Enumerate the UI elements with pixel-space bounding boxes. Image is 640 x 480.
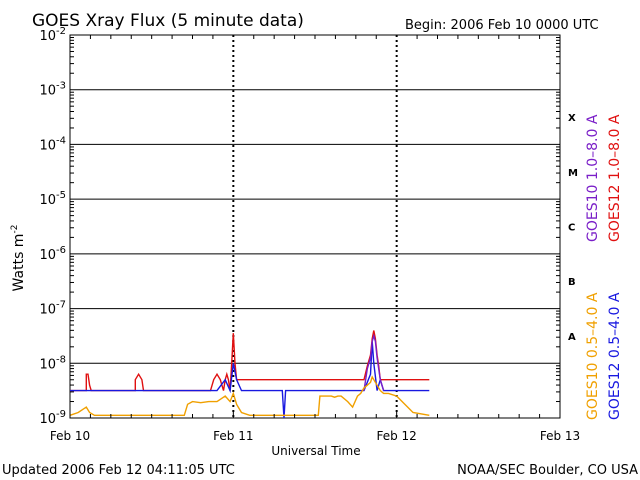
y-tick-label: 10-9 xyxy=(39,409,66,427)
svg-text:Watts m-2: Watts m-2 xyxy=(10,225,27,292)
class-label: C xyxy=(568,223,575,234)
y-tick-base: 10 xyxy=(39,248,56,263)
y-tick-exponent: -2 xyxy=(56,26,66,37)
y-tick-label: 10-8 xyxy=(39,354,66,372)
class-label: B xyxy=(568,277,576,288)
series-line-goes10-0540 xyxy=(69,375,430,416)
x-axis-ticks: Feb 10 Feb 11 Feb 12 Feb 13 xyxy=(50,35,580,443)
class-label: M xyxy=(568,168,578,179)
series-layer xyxy=(69,330,430,419)
x-axis-label: Universal Time xyxy=(271,444,360,458)
y-tick-label: 10-7 xyxy=(39,300,66,318)
y-tick-exponent: -8 xyxy=(56,354,66,365)
legend-entry: GOES12 0.5–4.0 A xyxy=(607,292,623,420)
y-axis-label-text: Watts m xyxy=(11,234,27,292)
updated-timestamp: Updated 2006 Feb 12 04:11:05 UTC xyxy=(2,463,235,478)
class-label: A xyxy=(568,332,576,343)
series-line-goes12-0540 xyxy=(70,341,430,419)
y-tick-exponent: -6 xyxy=(56,245,66,256)
credit-label: NOAA/SEC Boulder, CO USA xyxy=(457,463,638,478)
y-tick-exponent: -5 xyxy=(56,190,66,201)
y-tick-exponent: -7 xyxy=(56,300,66,311)
legend-entry: GOES10 1.0–8.0 A xyxy=(585,114,601,242)
y-axis-label: Watts m-2 xyxy=(10,225,27,292)
begin-label: Begin: 2006 Feb 10 0000 UTC xyxy=(405,18,599,33)
y-tick-exponent: -3 xyxy=(56,81,66,92)
y-tick-label: 10-6 xyxy=(39,245,66,263)
plot-border xyxy=(69,34,561,419)
y-tick-base: 10 xyxy=(39,84,56,99)
y-tick-base: 10 xyxy=(39,29,56,44)
x-tick-label: Feb 12 xyxy=(376,429,416,443)
x-tick-label: Feb 10 xyxy=(50,429,90,443)
y-tick-exponent: -9 xyxy=(56,409,66,420)
class-label: X xyxy=(568,113,576,124)
y-tick-base: 10 xyxy=(39,138,56,153)
y-tick-label: 10-4 xyxy=(39,135,66,153)
y-tick-base: 10 xyxy=(39,193,56,208)
grid-lines xyxy=(70,35,560,418)
y-tick-label: 10-2 xyxy=(39,26,66,44)
y-tick-exponent: -4 xyxy=(56,135,66,146)
y-tick-label: 10-3 xyxy=(39,81,66,99)
y-tick-base: 10 xyxy=(39,357,56,372)
flare-class-labels: X M C B A xyxy=(568,113,578,343)
chart-title: GOES Xray Flux (5 minute data) xyxy=(32,11,304,31)
y-tick-base: 10 xyxy=(39,412,56,427)
y-axis-label-sup: -2 xyxy=(10,225,20,234)
plot-frame xyxy=(69,34,561,419)
legend-bottom: GOES10 0.5–4.0 A GOES12 0.5–4.0 A xyxy=(585,292,623,420)
legend-entry: GOES12 1.0–8.0 A xyxy=(607,114,623,242)
x-tick-label: Feb 13 xyxy=(540,429,580,443)
legend-right: GOES10 1.0–8.0 A GOES12 1.0–8.0 A xyxy=(585,114,623,242)
y-axis-ticks: 10-210-310-410-510-610-710-810-9 xyxy=(39,26,560,427)
y-tick-label: 10-5 xyxy=(39,190,66,208)
x-tick-label: Feb 11 xyxy=(213,429,253,443)
series-line-goes10-1080 xyxy=(363,333,385,391)
y-tick-base: 10 xyxy=(39,303,56,318)
legend-entry: GOES10 0.5–4.0 A xyxy=(585,292,601,420)
